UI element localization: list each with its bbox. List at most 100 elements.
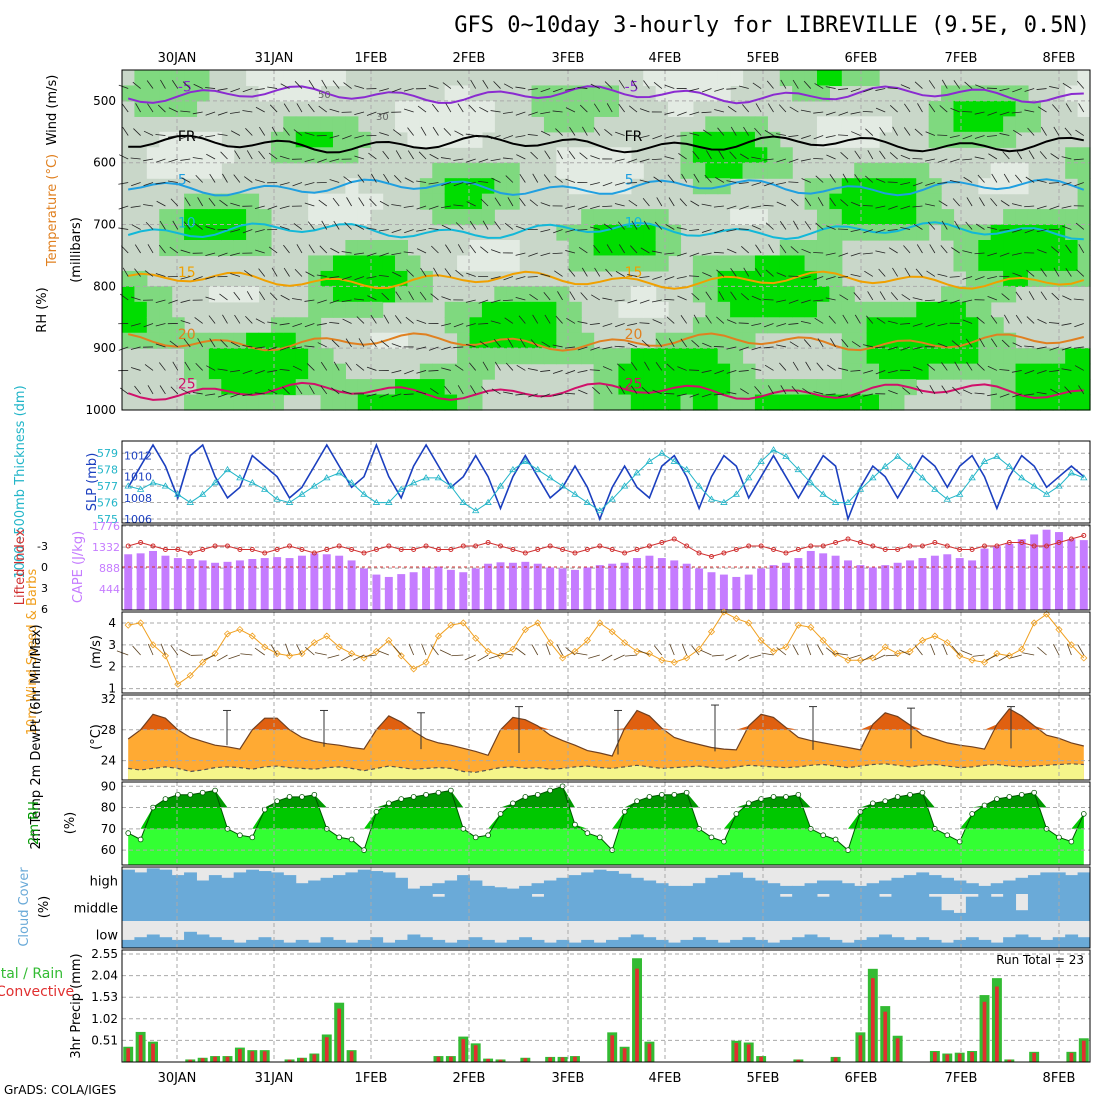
wind-barb	[180, 276, 191, 280]
cape-bar	[161, 555, 170, 610]
rh-cell	[407, 131, 421, 148]
wind-barb	[965, 221, 973, 230]
rh-cell	[481, 209, 495, 226]
wind-barb	[205, 226, 216, 230]
rh-cell	[196, 131, 210, 148]
wind-barb	[342, 135, 352, 140]
wind-speed-marker	[608, 628, 616, 636]
rh-cell	[630, 301, 644, 318]
wind-barb	[345, 338, 352, 348]
wind-barb	[751, 225, 762, 230]
rh-cell	[345, 240, 359, 257]
wind-barb	[279, 323, 290, 326]
wind-speed-marker	[137, 619, 145, 627]
thickness-marker	[782, 452, 790, 459]
rh-cell	[618, 209, 632, 226]
wind-barb	[651, 250, 662, 254]
wind-barb	[740, 293, 749, 301]
lifted-index-marker	[1044, 543, 1050, 549]
lifted-index-marker	[820, 543, 826, 549]
rh-cell	[519, 286, 533, 303]
cloud-cell-middle	[854, 894, 868, 921]
cloud-cell-high	[506, 888, 520, 894]
rh-cell	[916, 224, 930, 241]
cloud-cell-low	[841, 942, 855, 948]
li-tick-label: -3	[37, 540, 48, 553]
wind-barb	[327, 654, 340, 659]
lifted-index-marker	[795, 547, 801, 552]
wind-barb	[205, 393, 216, 396]
cape-bar	[695, 568, 704, 610]
rh-cell	[208, 363, 222, 380]
rh-cell	[295, 317, 309, 334]
rh-cell	[258, 348, 272, 365]
wind-barb	[155, 299, 166, 303]
wind-barb	[788, 135, 799, 138]
wind-barb	[825, 252, 836, 256]
wind-barb	[304, 646, 315, 656]
wind-barb	[296, 244, 303, 254]
wind-barb	[962, 250, 973, 254]
wind-barb	[229, 370, 240, 373]
rh-marker	[448, 787, 454, 794]
wind-barb	[942, 643, 948, 656]
rh-cell	[469, 100, 483, 117]
rh-cell	[730, 270, 744, 287]
wind-barb	[160, 79, 166, 89]
wind-barb	[738, 322, 749, 324]
wind-speed-marker	[372, 647, 380, 655]
lifted-index-marker	[783, 550, 789, 556]
rh-cell	[1027, 240, 1041, 257]
cloud-cell-high	[717, 875, 731, 894]
rh-cell	[606, 85, 620, 102]
rh-cell	[494, 240, 508, 257]
rh-cell	[146, 100, 160, 117]
wind-barb	[205, 296, 216, 301]
wind-speed-marker	[509, 645, 517, 653]
wind-barb	[416, 229, 427, 232]
wind-barb	[889, 152, 898, 160]
wind-barb	[864, 270, 874, 277]
rh-cell	[903, 193, 917, 210]
rh-marker	[212, 787, 218, 794]
rh-cell	[717, 270, 731, 287]
thickness-marker	[136, 485, 145, 492]
rh-cell	[543, 317, 557, 334]
cape-bar	[471, 568, 480, 610]
wind-barb	[367, 295, 377, 301]
pressure-tick-label: 500	[93, 94, 116, 108]
rh-cell	[829, 193, 843, 210]
rh-cell	[779, 162, 793, 179]
wind-barb	[355, 224, 365, 230]
rh-cell	[730, 301, 744, 318]
wind-barb	[528, 393, 538, 398]
cape-bar	[955, 558, 964, 610]
rh-cell	[879, 193, 893, 210]
lifted-index-marker	[622, 550, 628, 556]
cloud-cell-high	[457, 875, 470, 894]
rh-cell	[593, 348, 607, 365]
precip-convective-bar	[883, 1011, 888, 1062]
cloud-cell-low	[246, 939, 260, 948]
rh-cell	[655, 301, 669, 318]
rh-tick-label: 80	[101, 801, 116, 815]
rh-cell	[978, 240, 992, 257]
wind-speed-marker	[832, 650, 840, 658]
rh-cell	[816, 255, 830, 272]
wind-barb	[701, 229, 712, 233]
wind-barb	[565, 647, 576, 656]
wind-barb	[912, 297, 923, 301]
thickness-marker	[298, 490, 306, 497]
wind-barb	[333, 361, 340, 371]
wind-barb	[974, 252, 985, 255]
rh-cell	[308, 301, 322, 318]
wind-barb	[639, 299, 650, 304]
rh-cell	[543, 100, 557, 117]
wind-barb	[813, 135, 824, 140]
wind-barb	[507, 338, 514, 348]
thickness-marker	[819, 490, 827, 497]
rh-cell	[978, 301, 992, 318]
wind-barb	[677, 366, 687, 371]
cloud-cell-high	[1015, 877, 1029, 894]
